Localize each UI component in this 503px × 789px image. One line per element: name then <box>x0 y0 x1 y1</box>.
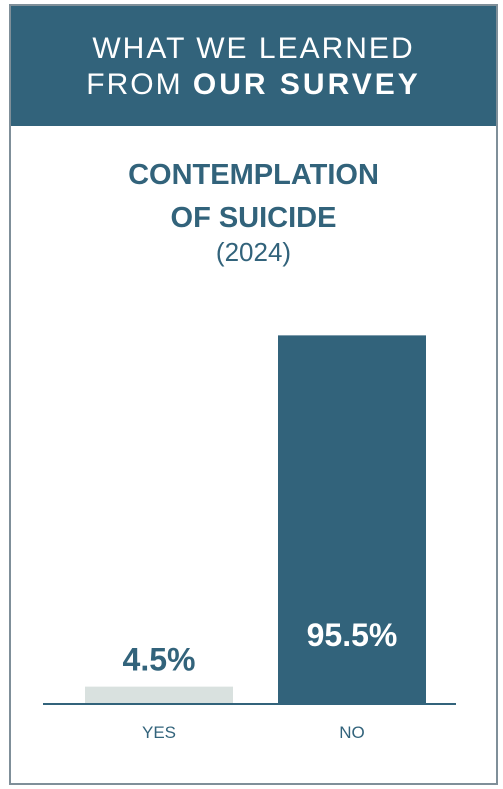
chart-subtitle: (2024) <box>215 237 292 267</box>
header-line-1: WHAT WE LEARNED <box>92 32 415 65</box>
header-banner: WHAT WE LEARNED FROM OUR SURVEY <box>11 6 496 126</box>
header-line-2: FROM OUR SURVEY <box>11 70 496 100</box>
category-label-no: NO <box>339 723 365 742</box>
bar-chart: 4.5% YES 95.5% NO <box>43 335 456 742</box>
header-line-2-bold: OUR SURVEY <box>192 68 421 101</box>
infographic-card: WHAT WE LEARNED FROM OUR SURVEY CONTEMPL… <box>9 4 498 785</box>
value-label-no: 95.5% <box>307 617 398 653</box>
bar-no <box>278 335 426 704</box>
chart-title-line-1: CONTEMPLATION <box>128 159 379 191</box>
value-label-yes: 4.5% <box>123 642 196 678</box>
chart-title-line-2: OF SUICIDE <box>170 202 337 234</box>
category-label-yes: YES <box>142 723 176 742</box>
header-line-2-prefix: FROM <box>86 68 193 101</box>
bar-yes <box>85 686 233 704</box>
